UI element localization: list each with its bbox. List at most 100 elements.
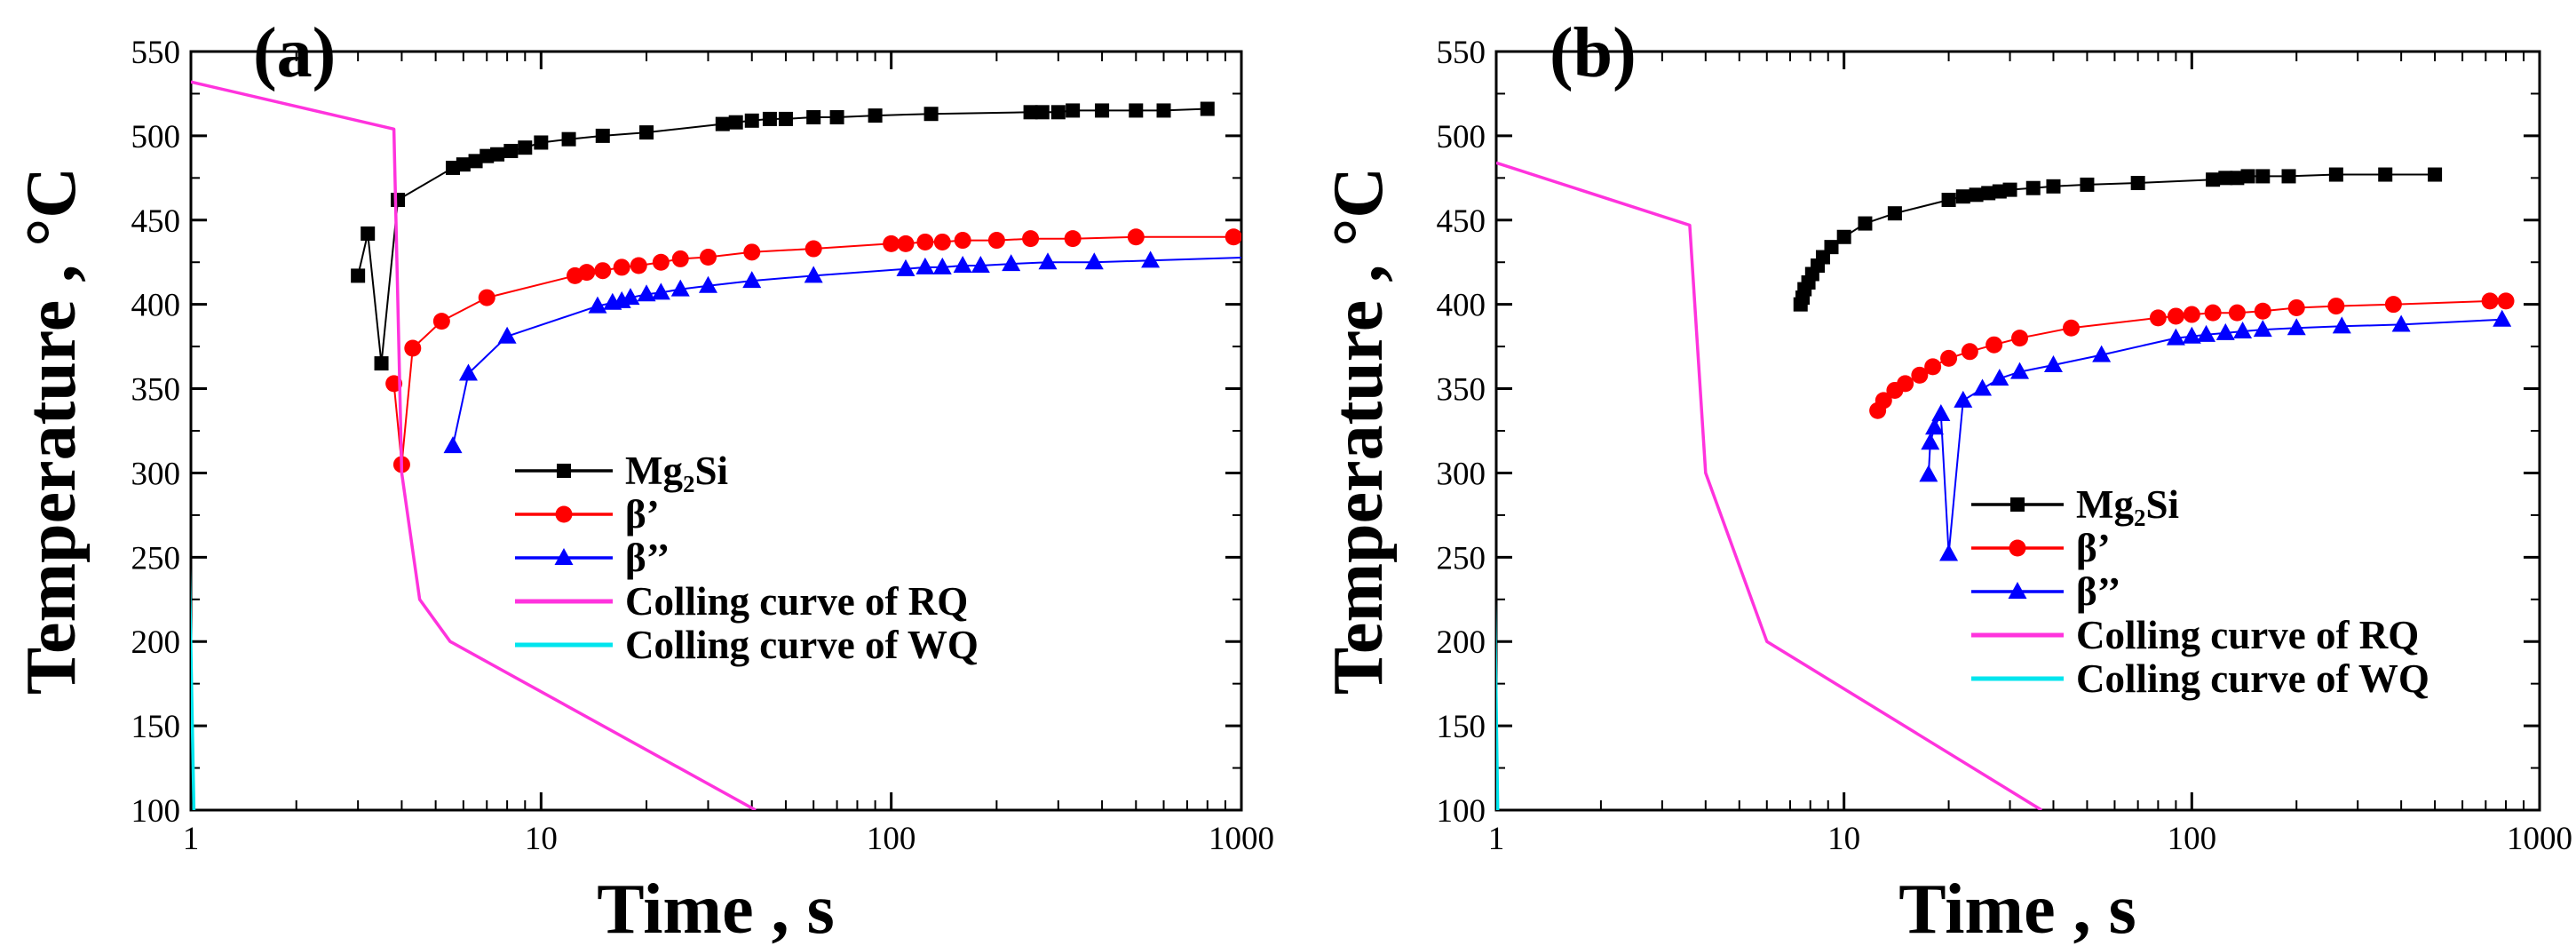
cooling-curve-line <box>1496 161 2043 810</box>
series-2 <box>1919 309 2512 561</box>
x-tick-label: 1000 <box>2507 821 2572 857</box>
data-point-triangle <box>2287 318 2306 336</box>
data-point-square <box>2240 169 2255 184</box>
data-point-triangle <box>1973 378 1993 396</box>
data-point-square <box>2328 167 2343 182</box>
data-point-circle <box>2167 307 2184 325</box>
series-2 <box>443 248 1265 454</box>
data-point-circle <box>1986 336 2003 354</box>
data-point-triangle <box>1931 404 1951 422</box>
legend-item: Colling curve of WQ <box>1971 656 2429 701</box>
data-point-square <box>923 107 939 122</box>
data-point-triangle <box>2182 326 2201 344</box>
data-point-triangle <box>2215 322 2235 340</box>
data-point-square <box>728 115 743 130</box>
data-point-square <box>1156 103 1171 118</box>
data-point-square <box>2218 171 2233 186</box>
data-point-triangle <box>804 266 823 283</box>
legend-label: Colling curve of WQ <box>625 623 979 667</box>
legend-item: β’ <box>1971 526 2111 570</box>
data-point-circle <box>1875 392 1892 409</box>
data-point-circle <box>594 262 612 280</box>
data-point-circle <box>954 232 971 250</box>
data-point-triangle <box>742 271 762 289</box>
series-1 <box>1869 292 2515 419</box>
data-point-triangle <box>971 256 990 274</box>
data-point-square <box>2046 179 2061 194</box>
data-point-square <box>2281 169 2296 184</box>
y-tick-label: 550 <box>131 35 181 71</box>
legend-item: Mg₂Si <box>1971 482 2179 527</box>
y-tick-label: 350 <box>131 372 181 409</box>
data-point-square <box>1941 193 1956 208</box>
data-point-triangle <box>443 436 463 454</box>
data-point-circle <box>1911 366 1929 384</box>
data-point-triangle <box>698 275 717 293</box>
series-area <box>1496 161 2515 810</box>
data-point-triangle <box>1038 252 1058 270</box>
y-tick-label: 200 <box>131 624 181 661</box>
data-point-triangle <box>670 279 690 297</box>
data-point-circle <box>2009 539 2026 557</box>
data-point-square <box>1858 216 1873 231</box>
data-point-circle <box>916 233 934 250</box>
data-point-triangle <box>1919 465 1938 482</box>
y-tick-label: 550 <box>1437 35 1486 71</box>
y-tick-label: 450 <box>1437 203 1486 240</box>
panel-label: (a) <box>253 14 336 92</box>
data-point-circle <box>578 264 596 282</box>
y-axis-title: Temperature , °C <box>12 167 91 695</box>
legend-label: β’’ <box>625 536 670 580</box>
data-point-square <box>1981 186 1996 201</box>
data-point-circle <box>2481 292 2499 310</box>
data-point-square <box>374 356 389 371</box>
data-point-circle <box>613 258 630 276</box>
data-point-circle <box>1225 228 1241 246</box>
data-point-square <box>1023 105 1038 120</box>
data-point-circle <box>432 313 450 330</box>
data-point-triangle <box>1141 250 1161 268</box>
series-3 <box>191 80 757 810</box>
data-point-square <box>829 110 844 125</box>
legend-label: β’ <box>625 492 660 537</box>
data-point-circle <box>2183 306 2200 323</box>
legend-item: β’’ <box>515 536 670 580</box>
legend-label: Colling curve of RQ <box>625 579 968 624</box>
data-point-square <box>2255 169 2271 184</box>
data-point-square <box>1969 187 1984 203</box>
y-tick-label: 250 <box>131 540 181 576</box>
data-point-triangle <box>1002 254 1021 272</box>
cooling-curve-line <box>191 80 757 810</box>
data-point-circle <box>2327 298 2345 315</box>
data-point-triangle <box>458 363 478 381</box>
data-point-square <box>534 135 549 150</box>
data-point-square <box>2130 176 2145 191</box>
data-point-square <box>2002 182 2017 197</box>
data-point-circle <box>1127 228 1145 246</box>
y-tick-label: 400 <box>1437 288 1486 324</box>
data-point-square <box>2230 171 2245 186</box>
data-point-square <box>2206 172 2221 187</box>
legend-item: Colling curve of WQ <box>515 623 979 667</box>
legend-item: β’’ <box>1971 569 2120 614</box>
data-point-square <box>490 147 505 162</box>
legend-label: Colling curve of WQ <box>2076 656 2429 701</box>
data-point-circle <box>743 243 761 261</box>
data-point-triangle <box>896 258 915 276</box>
x-tick-label: 100 <box>2168 821 2217 857</box>
data-point-triangle <box>1247 248 1265 265</box>
series-line <box>452 257 1241 447</box>
data-point-circle <box>555 505 573 523</box>
legend-item: Colling curve of RQ <box>1971 613 2419 657</box>
data-point-square <box>2378 167 2393 182</box>
x-tick-label: 10 <box>525 821 558 857</box>
data-point-square <box>2010 497 2025 512</box>
data-point-square <box>468 154 483 169</box>
data-point-triangle <box>915 257 935 274</box>
legend-item: Mg₂Si <box>515 449 728 493</box>
y-tick-label: 300 <box>1437 456 1486 492</box>
data-point-square <box>868 108 883 123</box>
data-point-circle <box>404 339 422 357</box>
y-tick-label: 150 <box>1437 709 1486 745</box>
y-tick-label: 350 <box>1437 372 1486 409</box>
